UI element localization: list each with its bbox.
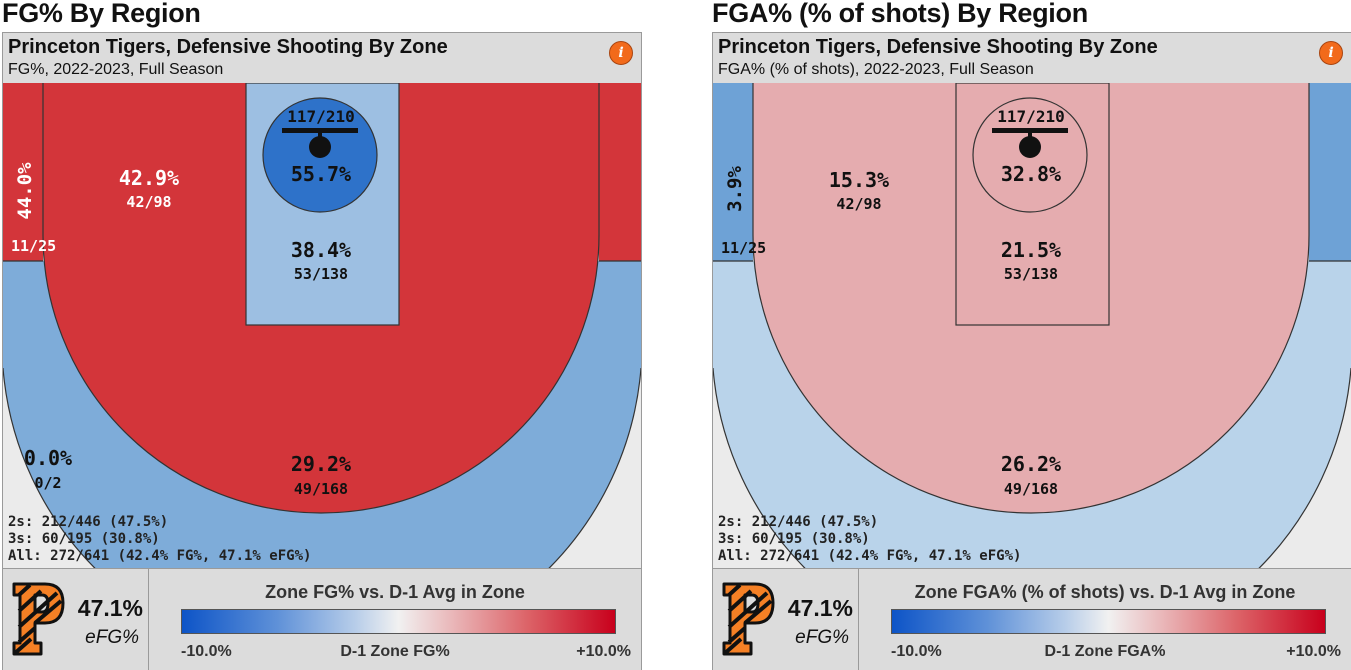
fga-panel: FGA% (% of shots) By Region Princeton Ti… <box>712 0 1351 670</box>
princeton-p-logo <box>722 582 775 656</box>
left-corner-makes: 11/25 <box>721 239 766 257</box>
summary-3s: 3s: 60/195 (30.8%) <box>718 531 870 547</box>
mid-range-makes: 42/98 <box>126 193 171 211</box>
above-break-3-pct: 29.2% <box>291 452 351 476</box>
summary-all: All: 272/641 (42.4% FG%, 47.1% eFG%) <box>8 548 311 564</box>
deep-3-makes: 0/2 <box>34 474 61 492</box>
paint-pct: 38.4% <box>291 238 351 262</box>
shot-card: Princeton Tigers, Defensive Shooting By … <box>712 32 1351 670</box>
footer-divider <box>148 569 149 670</box>
legend-mid-label: D-1 Zone FGA% <box>1044 643 1166 660</box>
card-subtitle: FG%, 2022-2023, Full Season <box>8 61 224 78</box>
corner-3-left-zone <box>3 83 43 261</box>
shot-zone-court: 117/210 55.7% 42.9% 42/98 38.4% 53/138 4… <box>3 83 641 568</box>
fg-panel: FG% By Region Princeton Tigers, Defensiv… <box>2 0 642 670</box>
above-break-3-makes: 49/168 <box>1004 480 1058 498</box>
legend-title: Zone FGA% (% of shots) vs. D-1 Avg in Zo… <box>914 582 1296 602</box>
card-subtitle: FGA% (% of shots), 2022-2023, Full Seaso… <box>718 61 1034 78</box>
left-corner-makes: 11/25 <box>11 237 56 255</box>
info-icon[interactable]: i <box>1319 41 1343 65</box>
card-title: Princeton Tigers, Defensive Shooting By … <box>8 36 448 58</box>
efg-label: eFG% <box>85 627 139 648</box>
card-footer: 47.1% eFG% Zone FG% vs. D-1 Avg in Zone … <box>3 568 641 670</box>
hoop <box>309 136 331 158</box>
legend-color-bar <box>181 609 616 634</box>
backboard <box>992 128 1068 133</box>
summary-2s: 2s: 212/446 (47.5%) <box>718 514 878 530</box>
efg-value: 47.1% <box>77 595 143 621</box>
legend-color-bar <box>891 609 1326 634</box>
info-icon[interactable]: i <box>609 41 633 65</box>
mid-range-pct: 42.9% <box>119 166 179 190</box>
backboard <box>282 128 358 133</box>
card-title: Princeton Tigers, Defensive Shooting By … <box>718 36 1158 58</box>
legend-min-label: -10.0% <box>891 643 942 660</box>
panel-title: FGA% (% of shots) By Region <box>712 0 1088 28</box>
princeton-p-logo <box>12 582 65 656</box>
rim-makes: 117/210 <box>287 107 354 126</box>
paint-makes: 53/138 <box>1004 265 1058 283</box>
rim-pct: 32.8% <box>1001 162 1061 186</box>
deep-3-pct: 0.0% <box>24 446 72 470</box>
summary-2s: 2s: 212/446 (47.5%) <box>8 514 168 530</box>
hoop <box>1019 136 1041 158</box>
paint-makes: 53/138 <box>294 265 348 283</box>
panel-title: FG% By Region <box>2 0 201 28</box>
footer-divider <box>858 569 859 670</box>
card-header: Princeton Tigers, Defensive Shooting By … <box>3 33 641 83</box>
rim-makes: 117/210 <box>997 107 1064 126</box>
rim-pct: 55.7% <box>291 162 351 186</box>
card-footer: 47.1% eFG% Zone FGA% (% of shots) vs. D-… <box>713 568 1351 670</box>
summary-3s: 3s: 60/195 (30.8%) <box>8 531 160 547</box>
card-header: Princeton Tigers, Defensive Shooting By … <box>713 33 1351 83</box>
above-break-3-pct: 26.2% <box>1001 452 1061 476</box>
corner-3-right-zone <box>1309 83 1351 261</box>
shot-card: Princeton Tigers, Defensive Shooting By … <box>2 32 642 670</box>
legend-min-label: -10.0% <box>181 643 232 660</box>
shot-zone-court: 117/210 32.8% 15.3% 42/98 21.5% 53/138 3… <box>713 83 1351 568</box>
efg-label: eFG% <box>795 627 849 648</box>
legend-max-label: +10.0% <box>1286 643 1341 660</box>
summary-all: All: 272/641 (42.4% FG%, 47.1% eFG%) <box>718 548 1021 564</box>
corner-3-right-zone <box>599 83 641 261</box>
left-corner-pct: 44.0% <box>14 162 36 220</box>
legend-mid-label: D-1 Zone FG% <box>340 643 450 660</box>
efg-value: 47.1% <box>787 595 853 621</box>
left-corner-pct: 3.9% <box>724 166 746 212</box>
paint-pct: 21.5% <box>1001 238 1061 262</box>
legend-max-label: +10.0% <box>576 643 631 660</box>
mid-range-makes: 42/98 <box>836 195 881 213</box>
corner-3-left-zone <box>713 83 753 261</box>
above-break-3-makes: 49/168 <box>294 480 348 498</box>
mid-range-pct: 15.3% <box>829 168 889 192</box>
legend-title: Zone FG% vs. D-1 Avg in Zone <box>265 582 525 602</box>
